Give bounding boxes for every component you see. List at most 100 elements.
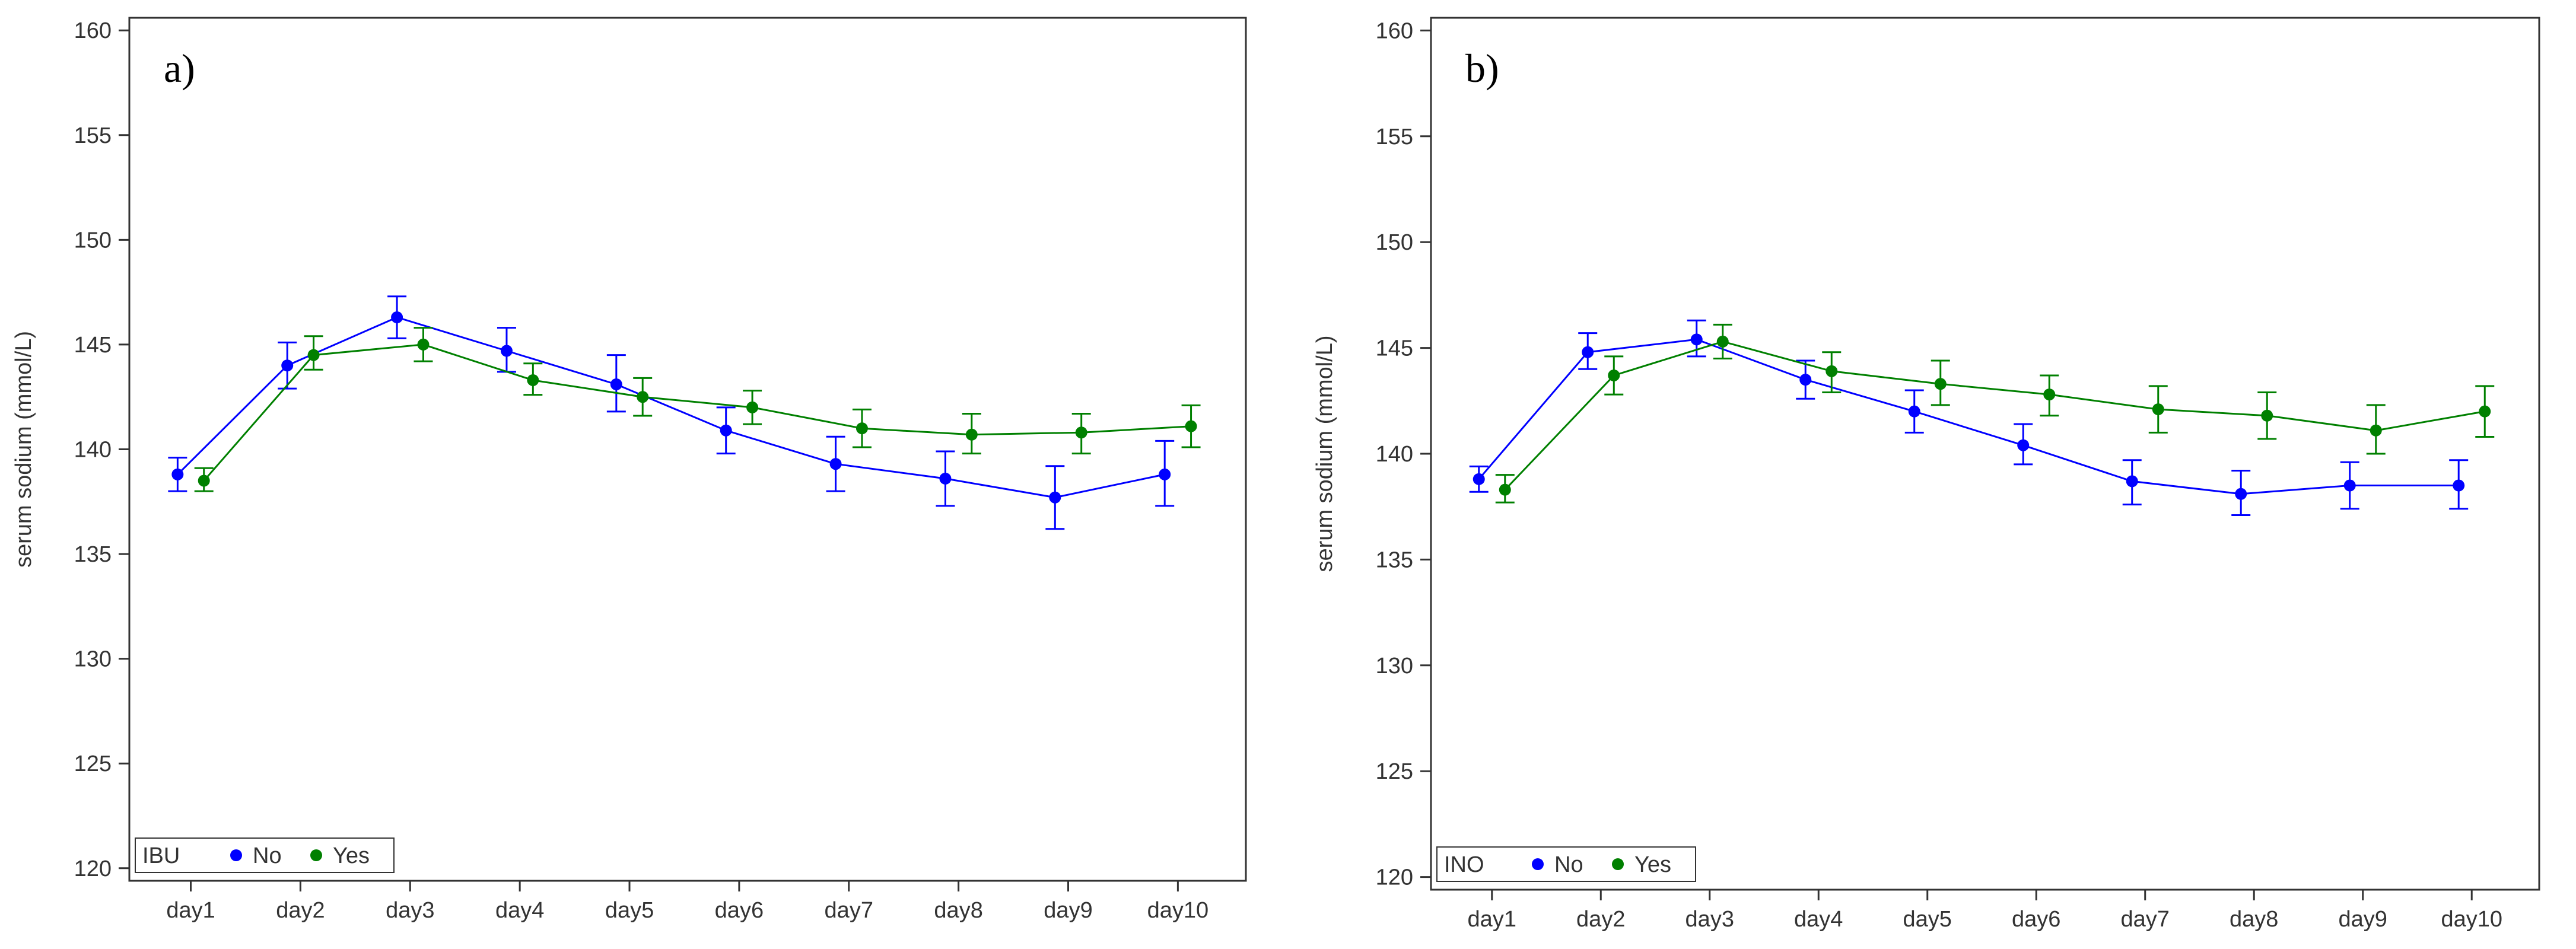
x-tick-label: day3: [386, 898, 434, 923]
legend-box: [1436, 846, 1696, 882]
data-point-no: [1799, 374, 1812, 386]
x-tick-label: day6: [2012, 907, 2060, 932]
x-tick-label: day7: [2121, 907, 2170, 932]
legend-marker-no: [230, 849, 242, 861]
data-point-no: [2235, 488, 2247, 500]
data-point-no: [1908, 405, 1920, 418]
data-point-no: [171, 468, 184, 480]
data-point-no: [1159, 468, 1171, 480]
data-point-yes: [1185, 420, 1197, 432]
data-point-no: [610, 378, 622, 391]
legend: IBU No Yes: [135, 837, 395, 873]
x-tick-label: day4: [495, 898, 544, 923]
y-tick-label: 135: [1376, 547, 1413, 572]
x-tick-label: day5: [1903, 907, 1952, 932]
data-point-no: [2343, 479, 2356, 492]
series-line-yes: [203, 343, 1191, 482]
y-tick-label: 125: [74, 751, 112, 776]
panel-label: b): [1465, 46, 1499, 91]
data-point-yes: [856, 422, 868, 435]
x-tick-label: day7: [825, 898, 873, 923]
legend-title: INO: [1444, 852, 1484, 877]
legend-marker-no: [1532, 858, 1544, 870]
x-tick-label: day5: [605, 898, 654, 923]
data-point-yes: [527, 374, 539, 386]
x-tick-label: day1: [166, 898, 215, 923]
y-tick-label: 140: [74, 438, 112, 463]
x-tick-label: day8: [2230, 907, 2278, 932]
y-tick-label: 145: [74, 333, 112, 358]
series-line-no: [1478, 338, 2459, 495]
y-tick-label: 120: [74, 856, 112, 881]
legend-label-yes: Yes: [333, 843, 370, 868]
data-point-yes: [2043, 388, 2056, 401]
legend-title: IBU: [142, 843, 180, 868]
x-tick-label: day10: [1147, 898, 1209, 923]
series-line-yes: [1504, 340, 2485, 491]
data-point-no: [281, 359, 294, 372]
data-point-yes: [2152, 403, 2164, 416]
y-tick-label: 125: [1376, 759, 1413, 784]
legend-label-no: No: [253, 843, 282, 868]
data-point-yes: [1934, 378, 1947, 390]
data-point-no: [500, 345, 513, 357]
y-tick-label: 155: [74, 123, 112, 148]
data-point-yes: [2370, 424, 2382, 437]
y-tick-label: 150: [74, 228, 112, 253]
y-tick-label: 160: [74, 18, 112, 43]
legend-label-yes: Yes: [1634, 852, 1671, 877]
data-point-yes: [1499, 483, 1511, 496]
data-point-yes: [1826, 365, 1838, 377]
legend-box: [135, 837, 395, 873]
series-line-no: [177, 316, 1165, 499]
y-axis-label: serum sodium (mmol/L): [11, 331, 36, 568]
data-point-yes: [746, 401, 759, 413]
data-point-no: [939, 472, 952, 485]
legend-marker-yes: [1612, 858, 1624, 870]
x-tick-label: day9: [1044, 898, 1092, 923]
data-point-no: [2126, 475, 2138, 488]
y-tick-label: 145: [1376, 336, 1413, 361]
y-tick-label: 140: [1376, 442, 1413, 467]
data-point-yes: [1075, 426, 1087, 439]
panel-a: 120 125 130 135 140 145 150 155 160 day1 day2 day3 d…: [11, 17, 1247, 923]
x-tick-label: day3: [1685, 907, 1734, 932]
data-point-yes: [2261, 409, 2273, 422]
panel-b: 120 125 130 135 140 145 150 155 160 day1 day2 day3 d…: [1312, 17, 2540, 932]
data-point-yes: [1716, 335, 1729, 348]
y-tick-label: 130: [74, 647, 112, 672]
legend-marker-yes: [310, 849, 322, 861]
data-point-yes: [637, 391, 649, 403]
x-tick-label: day6: [715, 898, 764, 923]
y-axis-label: serum sodium (mmol/L): [1312, 335, 1337, 572]
x-tick-label: day2: [276, 898, 325, 923]
data-point-no: [1049, 491, 1061, 504]
y-tick-label: 130: [1376, 654, 1413, 679]
data-point-no: [391, 311, 403, 324]
data-point-no: [1582, 346, 1594, 358]
y-tick-label: 150: [1376, 230, 1413, 255]
panel-label: a): [164, 46, 195, 91]
x-tick-label: day2: [1576, 907, 1625, 932]
legend: INO No Yes: [1436, 846, 1696, 882]
x-tick-label: day8: [934, 898, 982, 923]
y-tick-label: 120: [1376, 865, 1413, 890]
legend-label-no: No: [1554, 852, 1583, 877]
data-point-yes: [307, 349, 320, 361]
data-point-yes: [198, 474, 210, 487]
plot-frame: [128, 17, 1247, 882]
data-point-yes: [2479, 405, 2491, 418]
x-tick-label: day4: [1794, 907, 1843, 932]
x-tick-label: day9: [2339, 907, 2387, 932]
x-tick-label: day10: [2441, 907, 2502, 932]
y-tick-label: 135: [74, 542, 112, 567]
data-point-no: [2453, 479, 2465, 492]
data-point-yes: [965, 428, 978, 441]
data-point-no: [829, 458, 842, 470]
data-point-yes: [1608, 369, 1620, 381]
x-tick-label: day1: [1468, 907, 1516, 932]
data-point-no: [2017, 439, 2030, 451]
data-point-no: [1473, 473, 1485, 485]
y-tick-label: 155: [1376, 125, 1413, 149]
